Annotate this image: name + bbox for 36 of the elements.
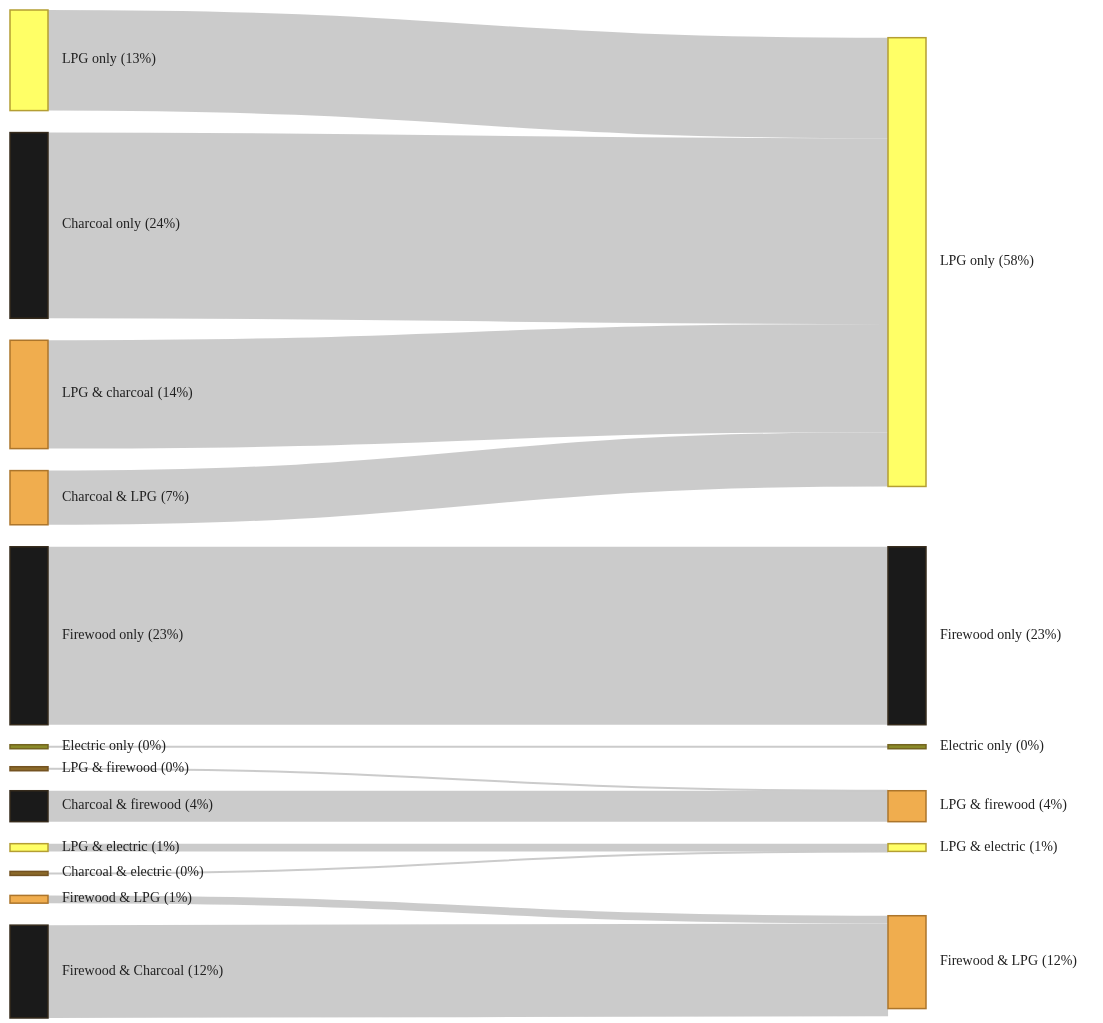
data-label: (1%) — [1029, 838, 1058, 855]
category-label: Electric only — [940, 737, 1012, 753]
category-label: LPG & firewood — [940, 797, 1035, 813]
category-label: Firewood only — [62, 626, 145, 642]
data-label: (4%) — [184, 797, 214, 814]
data-label: (1%) — [164, 890, 193, 907]
data-label: (24%) — [144, 216, 181, 233]
category-label: Electric only — [62, 737, 134, 753]
category-label: Charcoal & electric — [62, 864, 172, 880]
category-label: Charcoal & firewood — [62, 797, 181, 813]
data-label: (0%) — [160, 759, 190, 776]
category-label: Charcoal only — [62, 216, 141, 232]
category-label: Firewood & LPG — [62, 890, 160, 906]
data-label: (0%) — [1015, 737, 1045, 754]
data-label: (7%) — [160, 488, 190, 505]
data-label: (23%) — [148, 626, 184, 643]
category-label: LPG & electric — [62, 838, 148, 854]
data-label: (12%) — [188, 962, 224, 979]
category-label: LPG & firewood — [62, 759, 157, 775]
data-label: (1%) — [151, 838, 180, 855]
category-label: LPG & electric — [940, 838, 1026, 854]
category-label: LPG only — [62, 51, 117, 67]
data-label: (23%) — [1026, 626, 1062, 643]
category-label: Firewood & LPG — [940, 953, 1038, 969]
data-label: (0%) — [137, 737, 167, 754]
data-label: (58%) — [998, 253, 1035, 270]
category-label: LPG & charcoal — [62, 385, 154, 401]
data-label: (12%) — [1042, 953, 1078, 970]
data-label: (0%) — [175, 864, 204, 881]
category-label: LPG only — [940, 253, 995, 269]
data-label: (14%) — [157, 385, 194, 402]
data-label: (13%) — [120, 51, 157, 68]
category-label: Charcoal & LPG — [62, 488, 157, 504]
category-label: Firewood & Charcoal — [62, 962, 185, 978]
category-label: Firewood only — [940, 626, 1023, 642]
data-label: (4%) — [1038, 797, 1068, 814]
